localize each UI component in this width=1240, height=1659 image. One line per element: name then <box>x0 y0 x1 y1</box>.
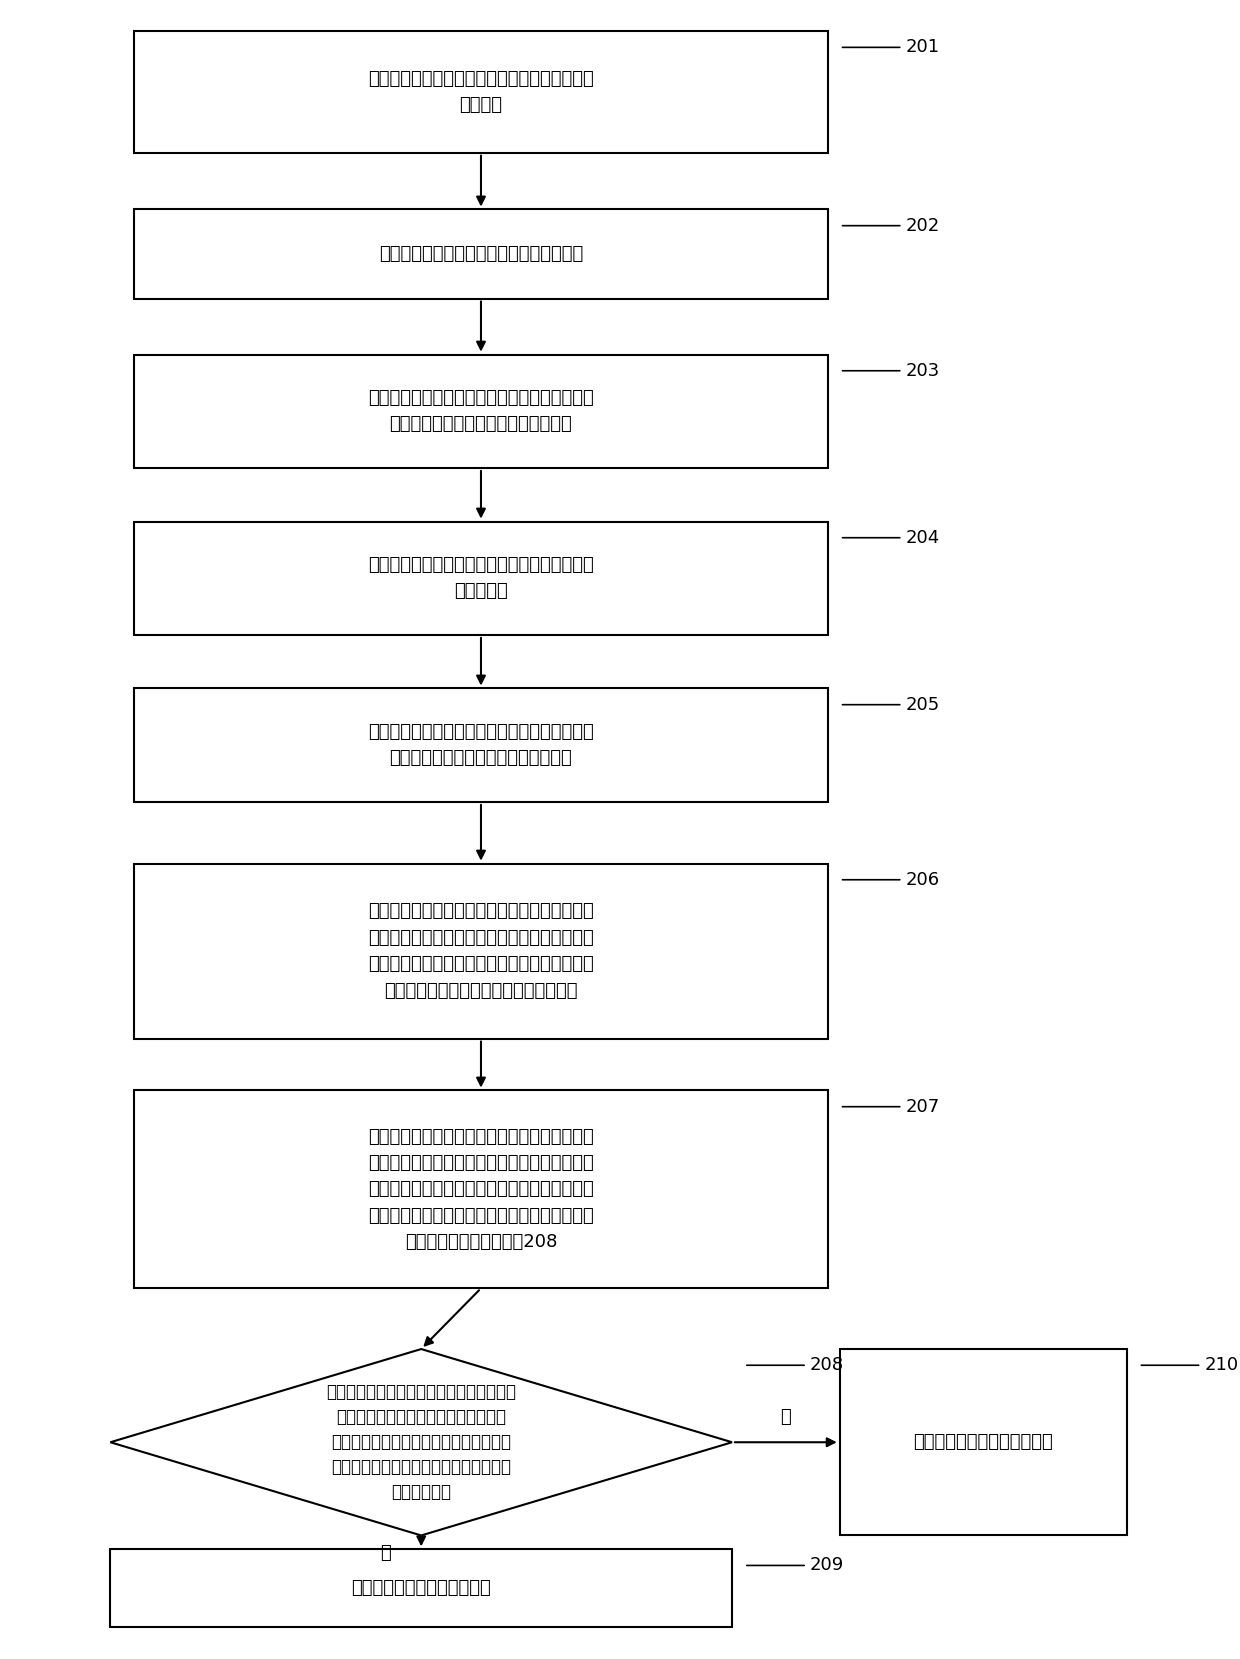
FancyBboxPatch shape <box>134 521 827 635</box>
FancyBboxPatch shape <box>134 32 827 153</box>
FancyBboxPatch shape <box>134 209 827 299</box>
FancyBboxPatch shape <box>134 1090 827 1289</box>
Text: 是: 是 <box>381 1543 392 1561</box>
Text: 210: 210 <box>1141 1357 1239 1374</box>
Text: 202: 202 <box>842 217 940 234</box>
Polygon shape <box>110 1349 732 1536</box>
Text: 根据互感器的结构、绕组特性和励磁特性构建互
感器模型: 根据互感器的结构、绕组特性和励磁特性构建互 感器模型 <box>368 70 594 114</box>
FancyBboxPatch shape <box>134 864 827 1039</box>
Text: 205: 205 <box>842 695 940 713</box>
Text: 204: 204 <box>842 529 940 547</box>
Text: 否: 否 <box>780 1408 791 1427</box>
FancyBboxPatch shape <box>134 688 827 801</box>
Text: 获取互感器模型的二次侧的仿真电流波形，
根据仿真电流波形计算冲击电流最大幅
值和通流能量总值，判断是否冲击电流最
大幅值小于电流设计值且通流能量总值小
于能量设: 获取互感器模型的二次侧的仿真电流波形， 根据仿真电流波形计算冲击电流最大幅 值和… <box>326 1384 516 1501</box>
Text: 避雷器故障为避雷器缺陷故障: 避雷器故障为避雷器缺陷故障 <box>351 1579 491 1598</box>
Text: 若互感器模型的二次侧的仿真电压波形与故障录
波的实测电压波形偏差值小于或等于第一偏差阈
值且互感器模型的二次侧的仿真电压波形与互感
器模型的一次侧的仿真电压波形: 若互感器模型的二次侧的仿真电压波形与故障录 波的实测电压波形偏差值小于或等于第一… <box>368 1128 594 1251</box>
FancyBboxPatch shape <box>839 1349 1127 1536</box>
Text: 根据避雷器故障期间的系统等效电源参数、输电
线路参数和负荷参数构建系统环境模型: 根据避雷器故障期间的系统等效电源参数、输电 线路参数和负荷参数构建系统环境模型 <box>368 390 594 433</box>
Text: 207: 207 <box>842 1098 940 1117</box>
FancyBboxPatch shape <box>134 355 827 468</box>
Text: 209: 209 <box>746 1556 844 1574</box>
Text: 根据避雷器故障仿真模型对避雷器在雷电冲击下
的故障过程进行仿真，并调节互感器模型的二次
侧采样率与实际故障录波采样率一致，获取互感
器模型的一次侧和二次侧的仿真: 根据避雷器故障仿真模型对避雷器在雷电冲击下 的故障过程进行仿真，并调节互感器模型… <box>368 902 594 1000</box>
FancyBboxPatch shape <box>110 1550 732 1627</box>
Text: 203: 203 <box>842 362 940 380</box>
Text: 避雷器故障为避雷器选型故障: 避雷器故障为避雷器选型故障 <box>913 1433 1053 1452</box>
Text: 组合互感器模型、避雷器模型、系统环境模型和
雷电仿真模型构建避雷器故障仿真模型: 组合互感器模型、避雷器模型、系统环境模型和 雷电仿真模型构建避雷器故障仿真模型 <box>368 723 594 768</box>
Text: 201: 201 <box>842 38 940 56</box>
Text: 206: 206 <box>842 871 940 889</box>
Text: 根据避雷器故障器件的雷电定位实测数据构建雷
电仿真模型: 根据避雷器故障器件的雷电定位实测数据构建雷 电仿真模型 <box>368 556 594 601</box>
Text: 208: 208 <box>746 1357 844 1374</box>
Text: 根据避雷器的伏安特性曲线构建避雷器模型: 根据避雷器的伏安特性曲线构建避雷器模型 <box>379 246 583 264</box>
